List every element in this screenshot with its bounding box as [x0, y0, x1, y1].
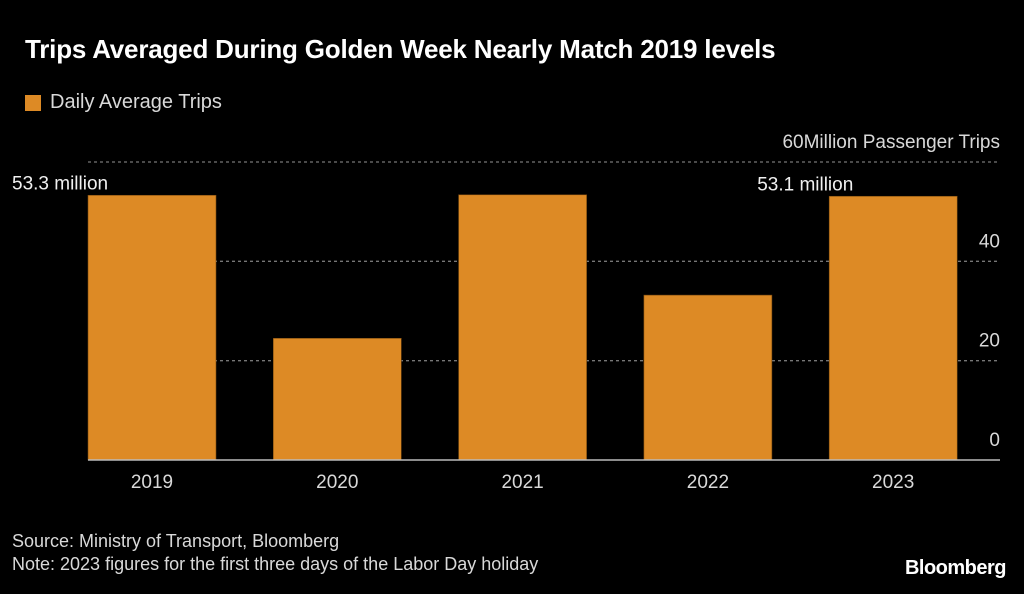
bloomberg-logo: Bloomberg — [904, 557, 1007, 579]
bars — [87, 194, 958, 461]
data-label-2019: 53.3 million — [12, 173, 108, 194]
y-tick-label: 0 — [989, 430, 1000, 451]
footnote: Note: 2023 figures for the first three d… — [12, 554, 539, 574]
legend-swatch — [25, 94, 41, 111]
x-tick-label: 2020 — [316, 472, 358, 493]
bar-2021 — [458, 194, 587, 461]
data-label-2023: 53.1 million — [757, 174, 853, 195]
bar-2019 — [87, 194, 217, 461]
x-tick-label: 2023 — [872, 472, 914, 493]
footer: Source: Ministry of Transport, Bloomberg… — [12, 530, 538, 576]
y-tick-label: 60Million Passenger Trips — [782, 132, 1000, 153]
y-tick-label: 20 — [979, 331, 1000, 352]
bar-2020 — [272, 338, 402, 461]
bar-2022 — [643, 294, 773, 461]
source-note: Source: Ministry of Transport, Bloomberg — [12, 531, 340, 551]
y-tick-label: 40 — [979, 231, 1000, 252]
labels: 0 20 40 60Million Passenger Trips 2019 2020 20… — [12, 132, 1000, 493]
x-tick-label: 2022 — [687, 472, 729, 493]
chart-title: Trips Averaged During Golden Week Nearly… — [25, 34, 776, 64]
bar-2023 — [828, 195, 958, 461]
legend: Daily Average Trips — [25, 91, 222, 114]
x-tick-label: 2021 — [501, 472, 543, 493]
x-tick-label: 2019 — [131, 472, 173, 493]
legend-label: Daily Average Trips — [50, 91, 222, 113]
